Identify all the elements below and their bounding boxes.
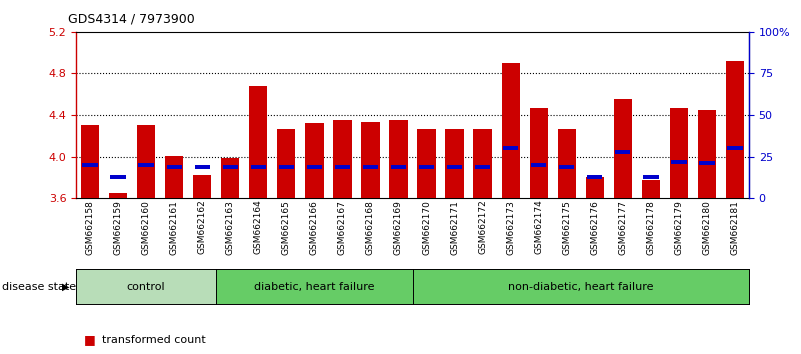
Bar [193,175,211,198]
Bar [503,146,518,150]
Bar [615,150,630,154]
Text: non-diabetic, heart failure: non-diabetic, heart failure [508,282,654,292]
Bar [475,165,490,169]
Bar [335,165,350,169]
Bar [643,175,658,179]
Bar [391,165,406,169]
Text: ■: ■ [84,333,100,346]
Bar [167,165,182,169]
Bar [109,193,127,198]
Bar [501,63,520,198]
Bar [277,129,296,198]
Bar [699,161,714,165]
Bar [137,125,155,198]
Bar [221,158,239,198]
Bar [307,165,322,169]
Bar [111,175,126,179]
Bar [671,160,686,164]
Bar [726,61,744,198]
Text: control: control [127,282,166,292]
Bar [195,165,210,169]
Text: transformed count: transformed count [102,335,206,345]
Bar [670,108,688,198]
Bar [139,163,154,167]
Bar [473,129,492,198]
Bar [81,125,99,198]
Bar [251,165,266,169]
Bar [642,179,660,198]
Text: ▶: ▶ [62,282,69,292]
Bar [361,122,380,198]
Bar [698,110,716,198]
Bar [727,146,743,150]
Bar [279,165,294,169]
Bar [249,86,268,198]
Text: diabetic, heart failure: diabetic, heart failure [254,282,375,292]
Bar [419,165,434,169]
Bar [305,123,324,198]
Bar [557,129,576,198]
Bar [333,120,352,198]
Bar [559,165,574,169]
Bar [389,120,408,198]
Bar [614,99,632,198]
Bar [586,177,604,198]
Bar [165,156,183,198]
Text: GDS4314 / 7973900: GDS4314 / 7973900 [68,12,195,25]
Bar [363,165,378,169]
Bar [587,175,602,179]
Bar [447,165,462,169]
Text: disease state: disease state [2,282,77,292]
Bar [223,165,238,169]
Bar [531,163,546,167]
Bar [417,129,436,198]
Bar [83,163,98,167]
Bar [445,129,464,198]
Bar [529,108,548,198]
